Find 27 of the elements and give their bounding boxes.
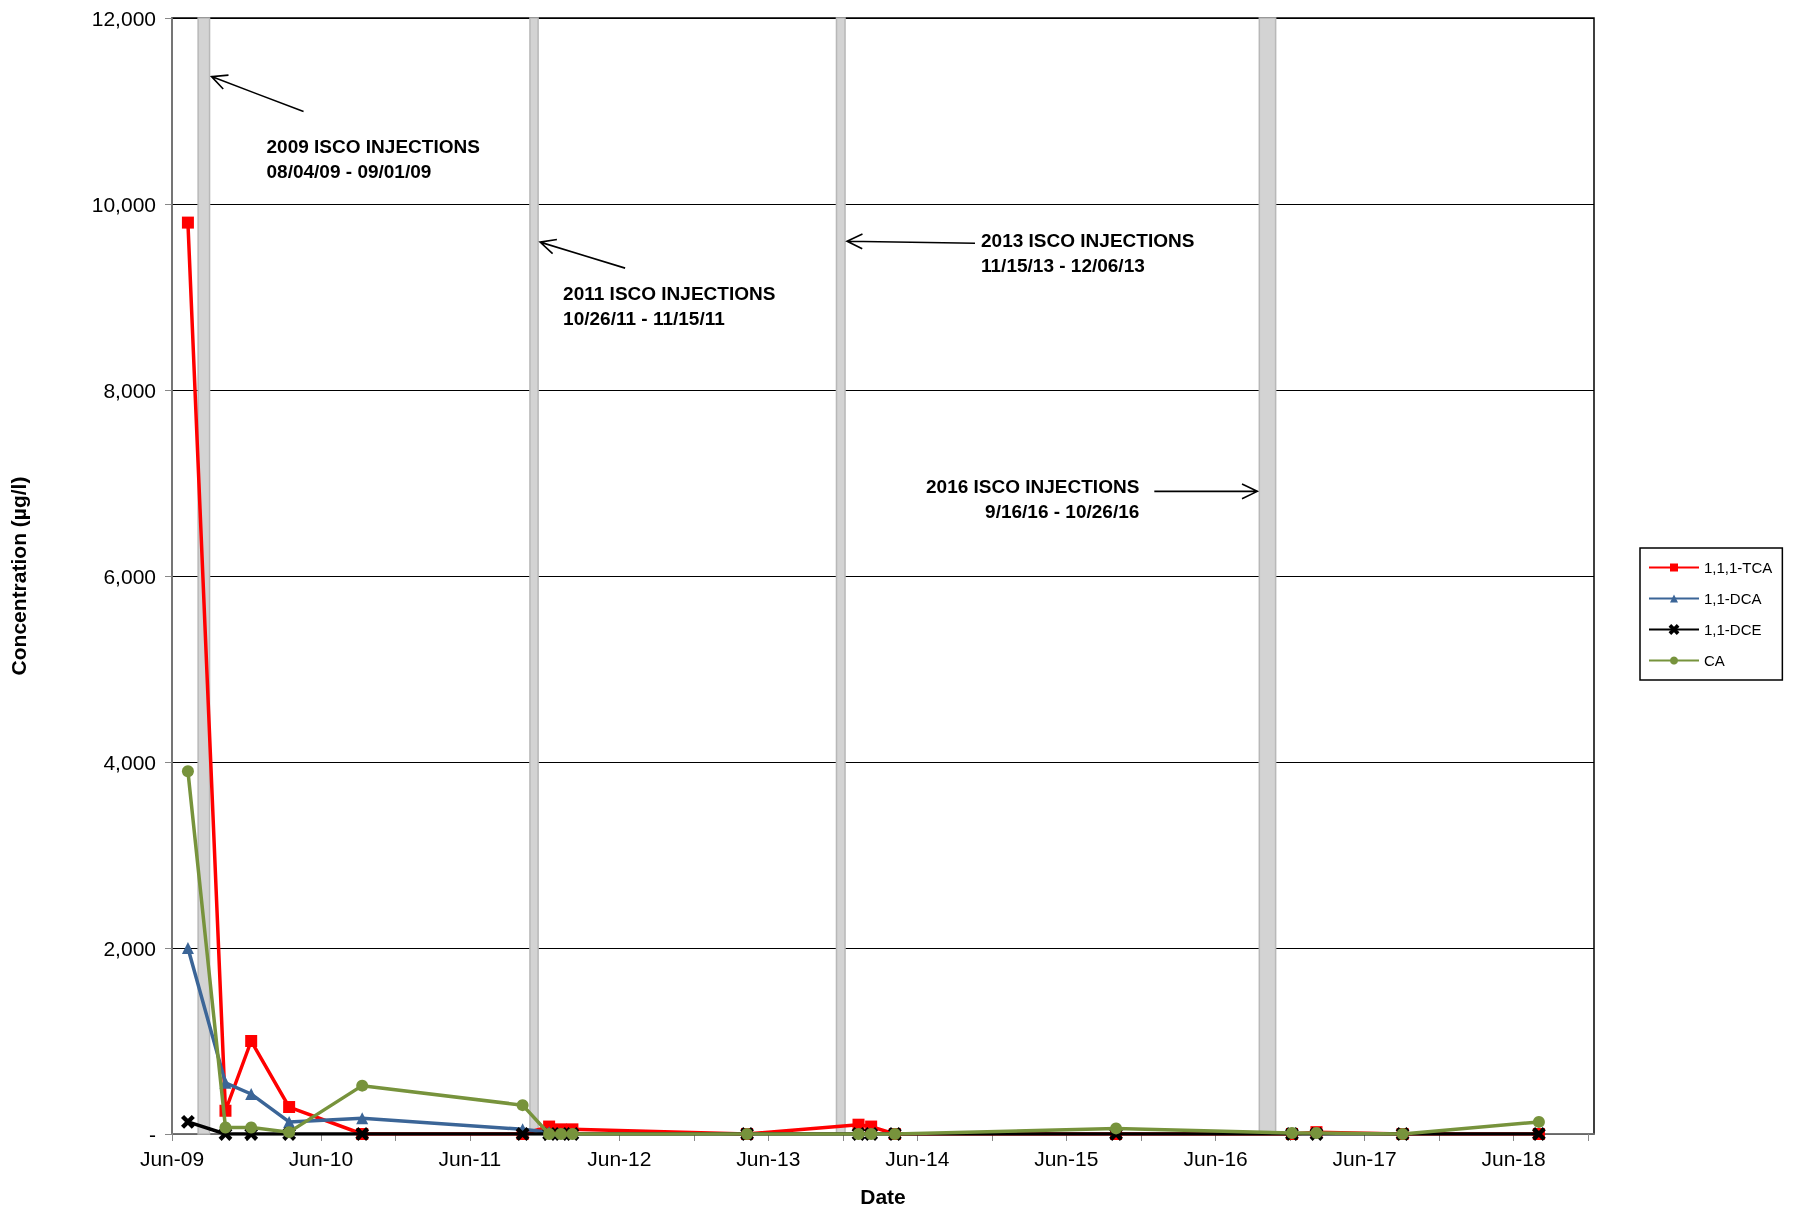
- x-tick-label: Jun-09: [139, 1147, 205, 1170]
- x-tick-label: Jun-13: [736, 1147, 801, 1170]
- legend-label: 1,1-DCA: [1704, 590, 1762, 607]
- annotation: 2011 ISCO INJECTIONS 10/26/11 - 11/15/11: [563, 283, 776, 330]
- y-tick-label: -: [149, 1122, 156, 1146]
- x-tick-label: Jun-18: [1481, 1147, 1546, 1170]
- x-tick-label: Jun-15: [1034, 1147, 1099, 1170]
- legend-label: 1,1,1-TCA: [1704, 559, 1773, 576]
- y-axis-title: Concentration (µg/l): [7, 476, 30, 676]
- x-axis-title: Date: [860, 1185, 906, 1208]
- x-tick-label: Jun-16: [1183, 1147, 1248, 1170]
- y-tick-label: 12,000: [91, 6, 156, 30]
- x-tick-label: Jun-11: [438, 1147, 502, 1170]
- x-tick-label: Jun-12: [587, 1147, 652, 1170]
- annotation: 2013 ISCO INJECTIONS 11/15/13 - 12/06/13: [981, 230, 1195, 277]
- x-tick-label: Jun-17: [1332, 1147, 1397, 1170]
- x-tick-label: Jun-10: [288, 1147, 354, 1170]
- y-tick-label: 4,000: [103, 750, 156, 774]
- x-tick-label: Jun-14: [885, 1147, 950, 1170]
- y-tick-label: 6,000: [103, 564, 156, 588]
- legend-label: 1,1-DCE: [1704, 621, 1762, 638]
- y-tick-label: 2,000: [103, 936, 156, 960]
- y-tick-label: 10,000: [91, 192, 156, 216]
- legend-label: CA: [1704, 652, 1725, 669]
- annotation: 2009 ISCO INJECTIONS 08/04/09 - 09/01/09: [266, 135, 480, 182]
- y-tick-label: 8,000: [103, 378, 156, 402]
- annotation: 2016 ISCO INJECTIONS 9/16/16 - 10/26/16: [926, 476, 1140, 523]
